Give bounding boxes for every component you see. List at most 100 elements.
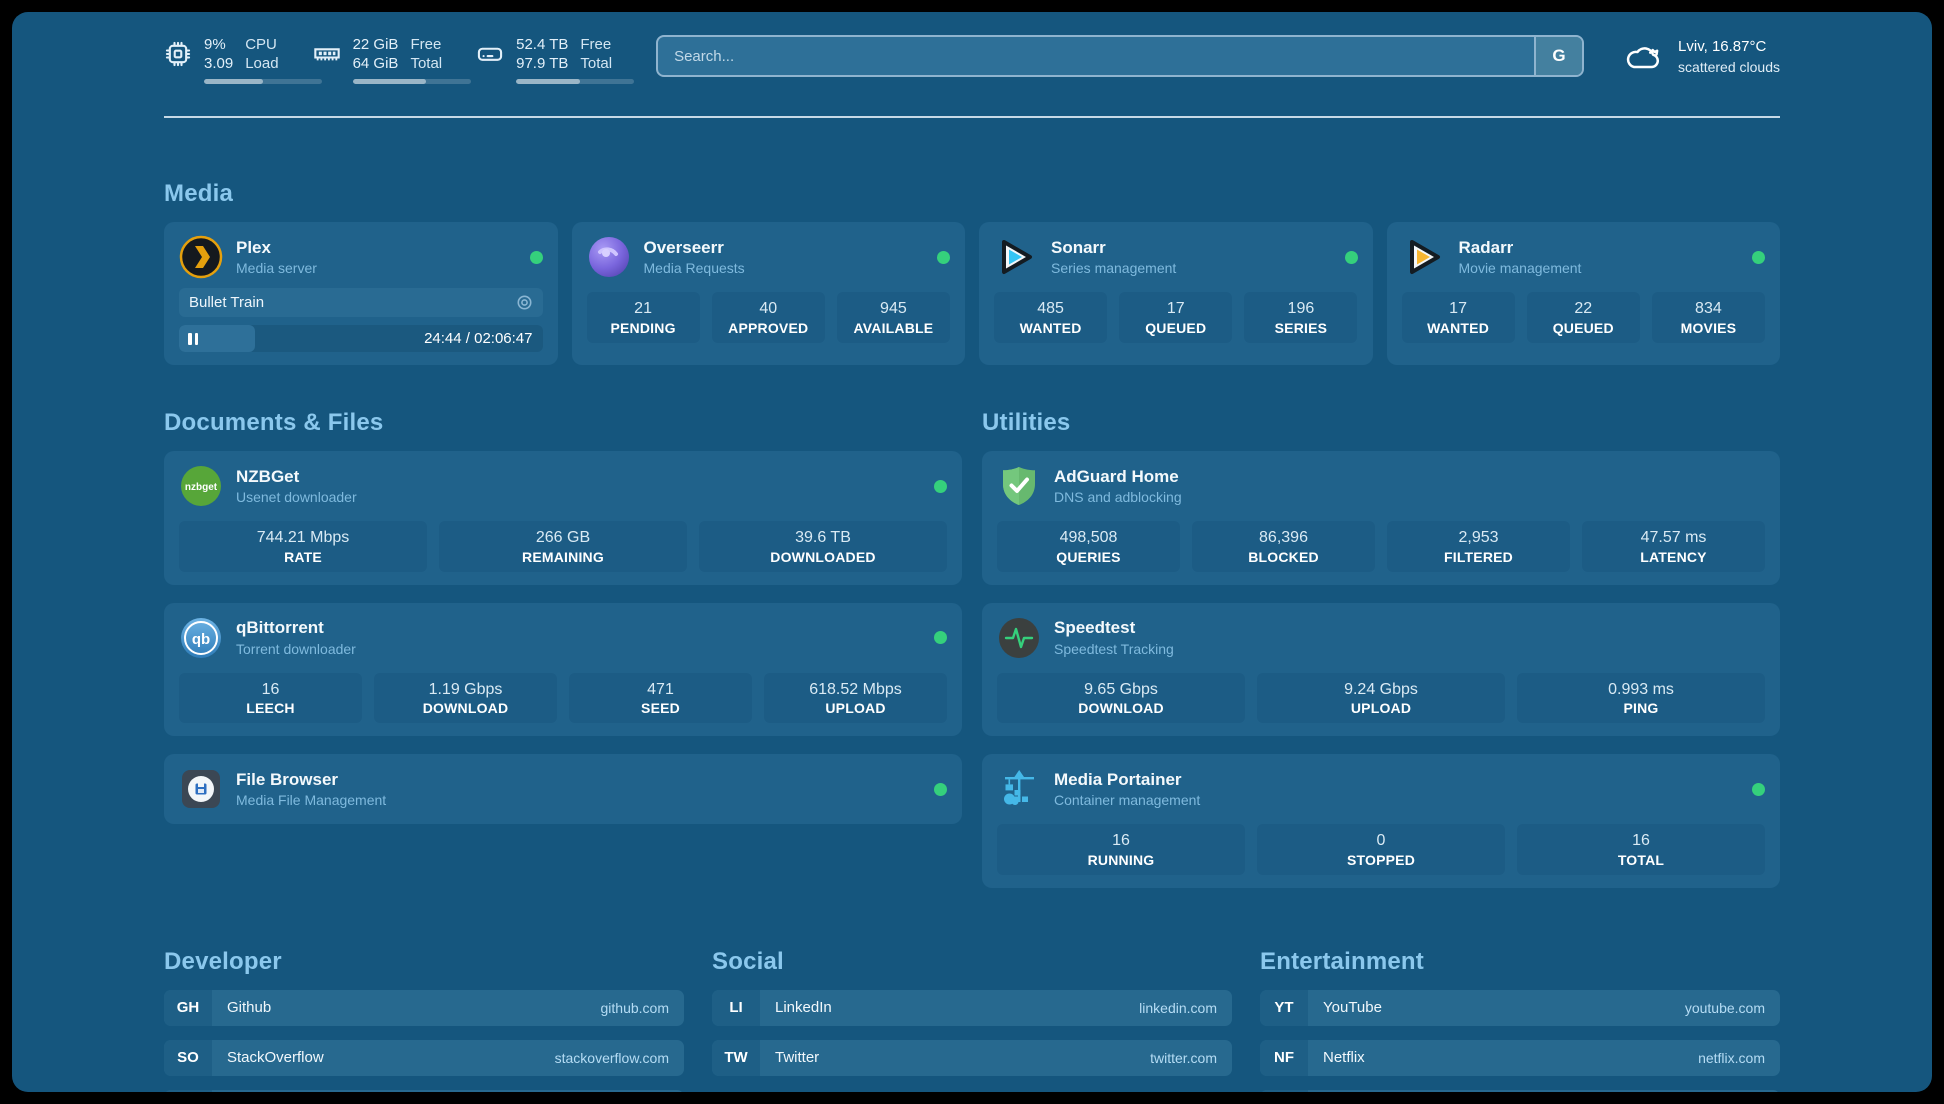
sonarr-icon [1002, 240, 1032, 274]
stat-label: RUNNING [1087, 851, 1155, 868]
cpu-load-label: Load [245, 55, 279, 72]
stat-value: 498,508 [1059, 529, 1118, 546]
stat-value: 471 [647, 680, 674, 698]
stat-label: DOWNLOAD [1078, 700, 1164, 717]
stat-tile: 22 QUEUED [1526, 292, 1640, 343]
card-subtitle: Media Requests [643, 259, 745, 276]
ram-total-label: Total [410, 55, 443, 72]
stat-value: 22 [1574, 300, 1593, 317]
card-title: Media Portainer [1054, 770, 1182, 790]
stat-label: WANTED [1427, 319, 1490, 336]
stat-tile: 17 QUEUED [1119, 292, 1233, 343]
stat-tile: 0.993 ms PING [1517, 672, 1765, 724]
session-icon [517, 295, 531, 310]
card-title: File Browser [236, 770, 339, 790]
status-dot [934, 479, 947, 493]
stat-value: 9.65 Gbps [1084, 680, 1158, 698]
stat-label: SEED [641, 700, 680, 717]
section-title-entertainment: Entertainment [1260, 947, 1424, 975]
status-dot [529, 250, 543, 264]
cpu-icon [165, 41, 191, 67]
card-portainer[interactable]: Media Portainer Container management 16 … [982, 754, 1780, 888]
stat-label: DOWNLOAD [422, 700, 509, 717]
bookmark-reddit[interactable]: RE Reddit reddit.com [1260, 1089, 1780, 1092]
stat-label: WANTED [1019, 319, 1082, 336]
search-provider-button[interactable]: G [1534, 37, 1583, 75]
player-progress-fill [179, 325, 256, 352]
status-dot [1344, 250, 1358, 264]
card-title: Radarr [1458, 237, 1514, 257]
ram-usage-bar [352, 78, 471, 84]
bookmark-github[interactable]: GH Github github.com [164, 989, 684, 1026]
bookmark-name: Netflix [1323, 1049, 1365, 1067]
card-title: AdGuard Home [1054, 466, 1179, 486]
card-overseerr[interactable]: Overseerr Media Requests 21 PENDING 40 A… [571, 222, 965, 365]
stat-value: 485 [1037, 300, 1064, 317]
stat-label: LATENCY [1640, 548, 1707, 565]
search-input[interactable] [658, 37, 1535, 75]
bookmark-youtube[interactable]: YT YouTube youtube.com [1260, 989, 1780, 1026]
stat-label: BLOCKED [1248, 548, 1319, 565]
stat-label: PING [1623, 700, 1659, 717]
bookmark-domain: netflix.com [1698, 1049, 1765, 1066]
card-title: Plex [236, 237, 271, 257]
bookmark-linkedin[interactable]: LI LinkedIn linkedin.com [712, 989, 1232, 1026]
stat-tile: 744.21 Mbps RATE [179, 521, 427, 572]
stat-tile: 16 RUNNING [997, 824, 1245, 875]
stat-tile: 498,508 QUERIES [997, 521, 1180, 572]
card-title: Sonarr [1051, 237, 1106, 257]
stat-label: SERIES [1274, 319, 1328, 336]
disk-free-label: Free [580, 35, 612, 53]
stat-value: 39.6 TB [795, 529, 851, 546]
bookmark-abbr: YT [1260, 989, 1308, 1026]
bookmark-netflix[interactable]: NF Netflix netflix.com [1260, 1039, 1780, 1076]
stat-value: 618.52 Mbps [809, 680, 902, 698]
card-plex[interactable]: Plex Media server Bullet Train [164, 222, 558, 365]
stat-label: QUERIES [1056, 548, 1121, 565]
stat-value: 945 [880, 300, 907, 317]
stat-label: APPROVED [728, 319, 809, 336]
stat-value: 16 [261, 680, 280, 698]
qbittorrent-icon: qb [181, 617, 221, 658]
stat-label: AVAILABLE [853, 319, 934, 336]
stat-value: 21 [634, 300, 652, 317]
card-sonarr[interactable]: Sonarr Series management 485 WANTED 17 Q… [979, 222, 1373, 365]
ram-labels: Free Total [410, 35, 442, 74]
bookmark-dev[interactable]: DT DEV dev.to [164, 1089, 684, 1092]
disk-stat-group: 52.4 TB 97.9 TB Free Total [476, 35, 635, 84]
stat-tile: 39.6 TB DOWNLOADED [699, 521, 947, 572]
card-adguard[interactable]: AdGuard Home DNS and adblocking 498,508 … [982, 451, 1780, 585]
bookmark-name: Github [227, 999, 272, 1017]
card-title: NZBGet [236, 466, 300, 486]
card-qbittorrent[interactable]: qb qBittorrent Torrent downloader 16 [164, 602, 962, 737]
ram-values: 22 GiB 64 GiB [353, 35, 399, 74]
status-dot [934, 631, 947, 645]
card-speedtest[interactable]: Speedtest Speedtest Tracking 9.65 Gbps D… [982, 602, 1780, 737]
pause-button[interactable] [188, 325, 198, 352]
now-playing-title: Bullet Train [189, 294, 265, 311]
bookmark-abbr: LI [712, 989, 760, 1026]
section-title-documents: Documents & Files [164, 409, 384, 436]
bookmark-twitter[interactable]: TW Twitter twitter.com [712, 1039, 1232, 1076]
player-time: 24:44 / 02:06:47 [424, 330, 533, 347]
bookmark-abbr: DT [164, 1089, 212, 1092]
cloud-icon [1626, 47, 1660, 69]
disk-free-value: 52.4 TB [516, 35, 569, 53]
card-filebrowser[interactable]: File Browser Media File Management [164, 754, 962, 825]
svg-text:nzbget: nzbget [185, 482, 218, 493]
card-radarr[interactable]: Radarr Movie management 17 WANTED 22 QUE… [1386, 222, 1780, 365]
disk-icon [477, 47, 503, 61]
stat-tile: 834 MOVIES [1651, 292, 1765, 343]
bookmark-stackoverflow[interactable]: SO StackOverflow stackoverflow.com [164, 1039, 684, 1076]
bookmark-abbr: NF [1260, 1039, 1308, 1076]
adguard-icon [1003, 467, 1035, 505]
overseerr-icon [588, 237, 629, 277]
ram-icon [313, 48, 340, 61]
cpu-usage-bar [204, 78, 322, 84]
stat-value: 16 [1632, 832, 1650, 850]
stat-tile: 9.24 Gbps UPLOAD [1257, 672, 1505, 724]
card-nzbget[interactable]: nzbget NZBGet Usenet downloader 744.21 M… [164, 451, 962, 585]
stat-label: DOWNLOADED [770, 548, 876, 565]
filebrowser-icon [182, 770, 220, 809]
bookmark-domain: github.com [600, 999, 669, 1016]
